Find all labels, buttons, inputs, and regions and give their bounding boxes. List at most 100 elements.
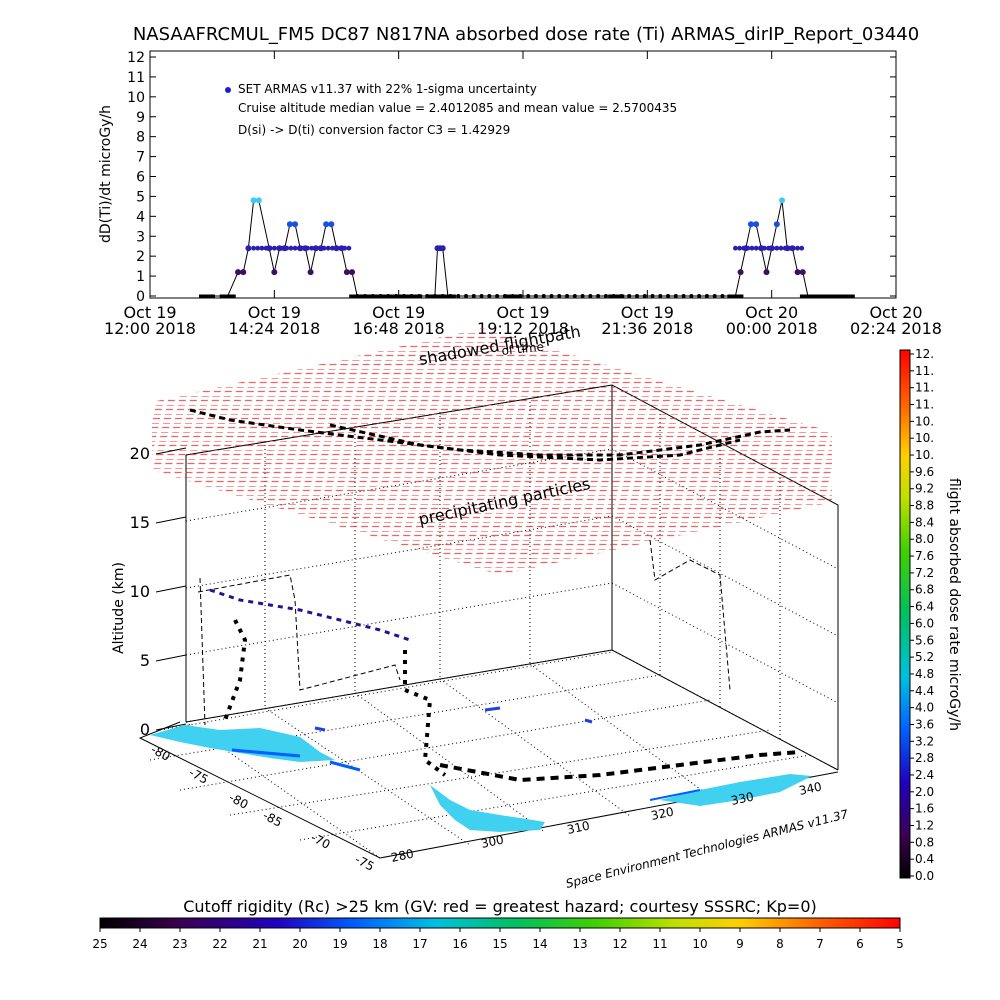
data-point-zero [673, 294, 678, 298]
data-point-run [791, 245, 796, 251]
altitude-tick-label: 20 [130, 444, 150, 463]
data-point-run [334, 245, 339, 251]
y-tick-label: 8 [136, 130, 145, 146]
altitude-tick-mark [155, 723, 187, 731]
chart-title: NASAAFRCMUL_FM5 DC87 N817NA absorbed dos… [133, 24, 919, 45]
dose-tick-label: 3.6 [915, 717, 934, 731]
data-point-zero [518, 294, 523, 298]
data-point-run [255, 245, 261, 251]
data-point-zero [689, 294, 694, 298]
data-point-run [770, 245, 776, 251]
y-tick-label: 9 [136, 110, 145, 126]
data-point-zero [611, 294, 616, 298]
flight-cruise-left [209, 588, 411, 642]
altitude-axis-label: Altitude (km) [111, 562, 127, 654]
rigidity-colorbar-gradient [99, 917, 901, 929]
data-point-zero [355, 294, 360, 298]
latitude-tick-label: -85 [261, 808, 285, 830]
longitude-tick-label: 320 [650, 804, 675, 822]
rigidity-tick-label: 14 [532, 937, 547, 951]
data-point-run [749, 245, 755, 251]
rigidity-tick-label: 5 [896, 937, 904, 951]
dose-tick-label: 6.8 [915, 583, 934, 597]
y-tick-label: 1 [136, 269, 145, 285]
land-south-georgia [660, 774, 812, 806]
data-point [271, 269, 278, 276]
longitude-tick-label: 280 [390, 846, 415, 864]
x-tick-label-date: Oct 19 [621, 303, 674, 322]
rigidity-tick-label: 23 [172, 937, 187, 951]
altitude-tick-mark [155, 447, 187, 455]
altitude-tick-label: 0 [140, 720, 150, 739]
data-point-zero [541, 294, 546, 298]
data-point-run [317, 245, 323, 251]
rigidity-tick-label: 13 [572, 937, 587, 951]
data-point-zero [650, 294, 655, 298]
rigidity-tick-label: 8 [776, 937, 784, 951]
data-point-zero [666, 294, 671, 298]
rigidity-tick-label: 19 [332, 937, 347, 951]
data-point-zero [440, 294, 445, 298]
dose-tick-label: 10. [915, 414, 934, 428]
data-point-run [342, 245, 348, 251]
rigidity-colorbar: Cutoff rigidity (Rc) >25 km (GV: red = g… [92, 897, 903, 951]
flight-projection-right [649, 539, 731, 691]
x-tick-label-date: Oct 19 [496, 303, 549, 322]
data-point [343, 269, 350, 276]
data-point-run [338, 245, 344, 251]
rigidity-tick-label: 21 [252, 937, 267, 951]
data-point-run [309, 245, 315, 251]
data-point-run [782, 245, 788, 251]
data-point-run [292, 245, 298, 251]
x-tick-label-time: 00:00 2018 [726, 319, 818, 338]
data-point [292, 221, 299, 228]
data-point-zero [697, 294, 702, 298]
dose-colorbar: 12. 11. 11. 11. 10. 10. 10. 9.6 9.2 8.8 8.4 8.0 7.6 7… [899, 347, 962, 883]
latitude-tick-label: -80 [149, 742, 173, 764]
longitude-tick-label: 300 [480, 832, 505, 850]
dose-tick-label: 0.8 [915, 835, 934, 849]
dose-tick-label: 4.8 [915, 667, 934, 681]
rigidity-tick-label: 24 [132, 937, 147, 951]
dose-tick-label: 9.2 [915, 482, 934, 496]
y-tick-label: 10 [127, 90, 145, 106]
data-point-run [300, 245, 306, 251]
data-point-zero [487, 294, 492, 298]
data-point-run [251, 245, 257, 251]
flight-descent-left [403, 650, 447, 777]
coast-outline-east [649, 789, 701, 801]
data-point [737, 269, 744, 276]
label-of-time: of time [501, 340, 545, 358]
data-point [307, 269, 314, 276]
dose-tick-label: 12. [915, 347, 934, 361]
data-point-zero [378, 294, 383, 298]
y-tick-label: 12 [127, 50, 145, 66]
y-tick-label: 2 [136, 249, 145, 265]
dose-tick-label: 9.6 [915, 465, 934, 479]
data-point-zero [634, 294, 639, 298]
latitude-tick-label: -75 [187, 765, 211, 787]
data-point [245, 245, 252, 252]
data-point-run [305, 245, 310, 251]
data-point-run [284, 245, 290, 251]
data-point-run [737, 245, 742, 251]
data-point-zero [401, 294, 406, 298]
x-tick-label-time: 14:24 2018 [228, 319, 320, 338]
data-point-run [267, 245, 273, 251]
data-point-zero [619, 294, 624, 298]
data-point [240, 269, 247, 276]
data-point-zero [417, 294, 422, 298]
data-point [286, 221, 293, 228]
data-point [349, 269, 356, 276]
dose-tick-label: 4.4 [915, 684, 934, 698]
rigidity-tick-label: 16 [452, 937, 467, 951]
x-tick-label-time: 21:36 2018 [601, 319, 693, 338]
data-point [773, 221, 780, 228]
flight-lowlevel-track [439, 750, 801, 783]
y-tick-label: 7 [136, 150, 145, 166]
land-south-america-tip [150, 725, 335, 762]
rigidity-tick-label: 15 [492, 937, 507, 951]
